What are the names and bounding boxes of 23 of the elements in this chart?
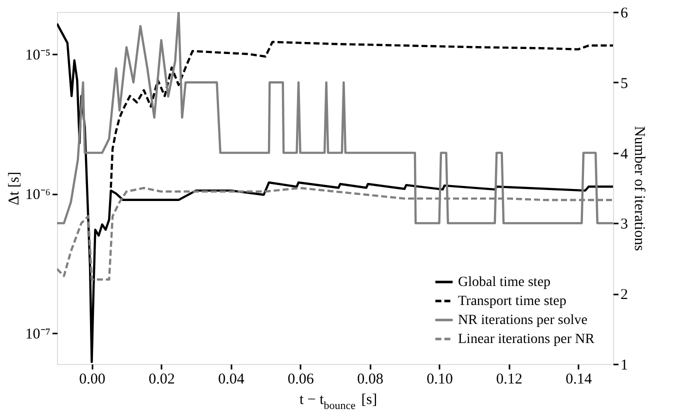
x-tick-label: 0.00	[79, 372, 106, 388]
y2-tick-label: 3	[620, 216, 628, 233]
legend-label: NR iterations per solve	[458, 313, 588, 328]
y2-axis-title: Number of iterations	[631, 126, 647, 252]
x-tick-label: 0.14	[566, 372, 592, 388]
y-tick-label: 10⁻⁷	[25, 326, 50, 343]
legend-label: Transport time step	[458, 294, 566, 309]
x-tick-label: 0.02	[148, 372, 175, 388]
y2-tick-label: 6	[620, 6, 628, 22]
x-tick-label: 0.10	[426, 372, 453, 388]
legend-label: Global time step	[458, 275, 551, 290]
x-tick-label: 0.12	[496, 372, 522, 388]
y2-tick-label: 4	[620, 146, 628, 162]
x-tick-label: 0.08	[357, 372, 384, 388]
y-tick-label: 10⁻⁶	[25, 187, 50, 204]
y2-tick-label: 5	[620, 76, 628, 92]
y2-tick-label: 1	[620, 358, 628, 374]
y2-tick-label: 2	[620, 287, 628, 304]
x-tick-label: 0.06	[288, 372, 314, 388]
y-axis-title: Δt [s]	[6, 172, 22, 206]
y-tick-label: 10⁻⁵	[25, 48, 50, 64]
legend-label: Linear iterations per NR	[458, 332, 596, 347]
x-tick-label: 0.04	[218, 372, 245, 388]
